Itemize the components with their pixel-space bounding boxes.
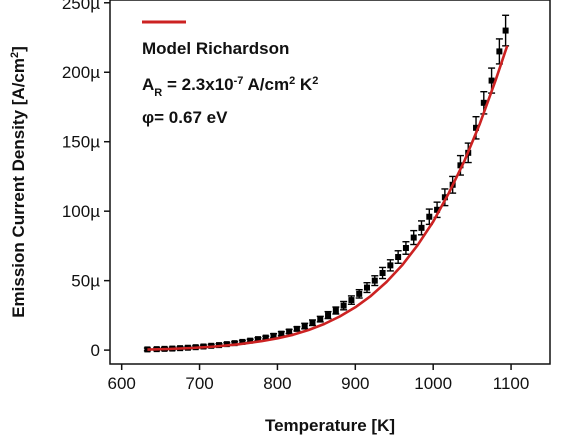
data-marker xyxy=(356,290,363,297)
data-marker xyxy=(144,346,151,353)
data-point xyxy=(355,288,363,299)
y-tick-label: 100µ xyxy=(62,202,100,221)
x-tick-label: 700 xyxy=(185,374,213,393)
y-axis-title: Emission Current Density [A/cm2] xyxy=(9,46,28,318)
data-point xyxy=(363,282,371,294)
data-marker xyxy=(496,48,503,55)
data-point xyxy=(324,310,332,320)
data-point xyxy=(371,275,379,287)
data-marker xyxy=(325,312,332,319)
data-point xyxy=(308,319,316,327)
data-point xyxy=(386,259,394,272)
legend: Model Richardson AR = 2.3x10-7 A/cm2 K2 … xyxy=(142,20,318,127)
y-tick-label: 150µ xyxy=(62,133,100,152)
x-axis-title: Temperature [K] xyxy=(265,416,395,435)
data-marker xyxy=(286,328,293,335)
y-tick-label: 200µ xyxy=(62,63,100,82)
data-marker xyxy=(434,206,441,213)
data-marker xyxy=(502,27,509,34)
data-marker xyxy=(371,277,378,284)
data-marker xyxy=(473,124,480,131)
x-tick-label: 900 xyxy=(341,374,369,393)
x-tick-label: 800 xyxy=(263,374,291,393)
legend-work-function: φ= 0.67 eV xyxy=(142,108,228,127)
data-point xyxy=(293,325,301,332)
data-marker xyxy=(348,297,355,304)
y-tick-label: 250µ xyxy=(62,0,100,13)
data-marker xyxy=(239,338,246,345)
data-marker xyxy=(402,244,409,251)
model-richardson-line xyxy=(147,45,509,351)
data-marker xyxy=(410,234,417,241)
data-marker xyxy=(332,307,339,314)
plot-layer xyxy=(143,14,510,353)
x-axis: 600 700 800 900 1000 1100 xyxy=(107,364,529,393)
data-marker xyxy=(340,302,347,309)
data-marker xyxy=(441,194,448,201)
data-marker xyxy=(278,330,285,337)
data-marker xyxy=(293,325,300,332)
data-marker xyxy=(480,99,487,106)
data-point xyxy=(394,250,402,264)
x-tick-label: 600 xyxy=(107,374,135,393)
y-tick-label: 50µ xyxy=(71,272,100,291)
data-point xyxy=(402,241,410,255)
data-marker xyxy=(301,323,308,330)
data-point xyxy=(347,295,355,305)
data-point xyxy=(285,328,293,335)
data-marker xyxy=(317,316,324,323)
data-marker xyxy=(488,77,495,84)
data-marker xyxy=(262,334,269,341)
data-point xyxy=(340,300,348,311)
legend-richardson-constant: AR = 2.3x10-7 A/cm2 K2 xyxy=(142,75,318,99)
data-marker xyxy=(426,213,433,220)
data-point xyxy=(301,322,309,330)
data-marker xyxy=(254,336,261,343)
data-point xyxy=(418,220,426,236)
data-point xyxy=(410,229,418,246)
data-point xyxy=(316,315,324,323)
data-point xyxy=(379,266,387,280)
x-tick-label: 1000 xyxy=(414,374,452,393)
data-marker xyxy=(387,262,394,269)
data-point xyxy=(502,14,510,47)
data-point xyxy=(332,306,340,315)
data-marker xyxy=(457,162,464,169)
data-marker xyxy=(231,340,238,347)
data-marker xyxy=(418,224,425,231)
data-marker xyxy=(247,337,254,344)
x-tick-label: 1100 xyxy=(493,374,530,393)
data-marker xyxy=(379,270,386,276)
data-marker xyxy=(309,319,316,326)
data-marker xyxy=(270,332,277,339)
data-marker xyxy=(363,284,370,291)
data-marker xyxy=(395,254,402,261)
y-axis: 0 50µ 100µ 150µ 200µ 250µ xyxy=(62,0,110,360)
plot-frame xyxy=(109,0,551,365)
y-tick-label: 0 xyxy=(91,341,100,360)
legend-series-name: Model Richardson xyxy=(142,39,289,58)
